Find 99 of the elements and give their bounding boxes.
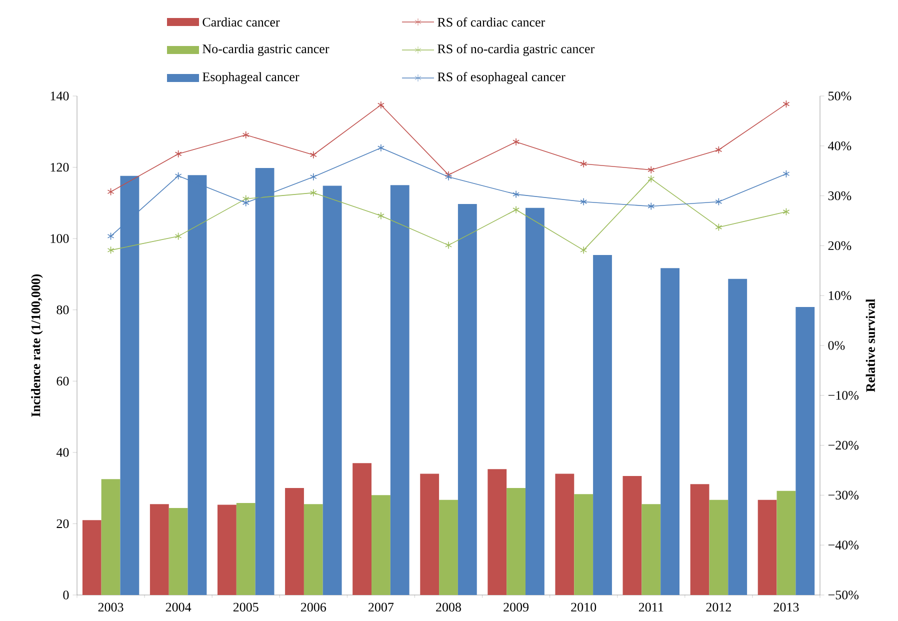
point — [715, 223, 722, 232]
bar — [642, 504, 661, 595]
point — [648, 166, 655, 174]
point — [174, 232, 182, 240]
y-axis-title: Incidence rate (1/100,000) — [31, 274, 43, 417]
y-tick-label: 60 — [56, 376, 69, 386]
bar — [593, 254, 612, 595]
point — [378, 101, 384, 109]
bar — [101, 479, 120, 595]
point — [310, 172, 317, 181]
legend-label: RS of no-cardia gastric cancer — [438, 44, 594, 56]
point — [648, 202, 655, 210]
y-tick-label: 80 — [56, 305, 69, 314]
y-tick-label: 0 — [63, 590, 69, 600]
y2-tick-label: 40% — [828, 141, 852, 150]
y2-tick-label: 0% — [828, 341, 845, 350]
point — [310, 150, 317, 159]
x-tick-label: 2008 — [436, 602, 462, 612]
bar — [526, 208, 544, 595]
point — [512, 206, 520, 214]
x-tick-label: 2011 — [638, 602, 664, 612]
bar — [150, 504, 169, 595]
y2-tick-label: 30% — [828, 191, 852, 200]
point — [648, 174, 655, 183]
bar — [82, 520, 102, 595]
bar — [796, 306, 815, 595]
point — [715, 198, 722, 206]
point — [242, 131, 250, 139]
point — [445, 241, 452, 250]
x-tick-label: 2009 — [504, 602, 529, 612]
bar — [690, 484, 710, 595]
bar — [420, 474, 440, 595]
bar — [660, 268, 680, 595]
point — [782, 100, 790, 108]
x-tick-label: 2007 — [368, 602, 394, 612]
bar — [709, 500, 728, 595]
y2-tick-label: −30% — [828, 490, 859, 500]
x-tick-label: 2012 — [706, 602, 731, 612]
bar — [458, 204, 477, 595]
bar — [776, 490, 796, 595]
x-tick-label: 2005 — [233, 602, 258, 612]
x-tick-label: 2003 — [98, 602, 124, 612]
bar — [555, 474, 574, 595]
point — [782, 208, 790, 216]
legend-label: No-cardia gastric cancer — [202, 44, 330, 56]
point — [107, 232, 114, 240]
y2-tick-label: 50% — [828, 92, 852, 100]
legend-label: Esophageal cancer — [202, 72, 300, 84]
bar — [488, 469, 507, 595]
point — [174, 150, 182, 158]
x-tick-label: 2004 — [166, 602, 192, 612]
point — [242, 194, 250, 203]
bar — [622, 476, 642, 595]
bar — [168, 508, 188, 595]
point — [378, 212, 384, 220]
point — [580, 160, 588, 168]
y2-axis-title: Relative survival — [866, 298, 875, 392]
point — [107, 188, 114, 196]
bar — [304, 504, 323, 595]
y2-tick-label: −20% — [828, 440, 859, 450]
y-tick-label: 100 — [50, 234, 69, 243]
y2-tick-label: −10% — [828, 390, 859, 400]
y-tick-label: 120 — [50, 162, 69, 172]
point — [310, 188, 317, 197]
point — [782, 170, 790, 178]
bar — [285, 488, 304, 595]
point — [512, 138, 520, 146]
y2-tick-label: 10% — [828, 291, 852, 300]
point — [512, 190, 520, 198]
bar — [372, 495, 390, 595]
y-tick-label: 40 — [56, 448, 69, 457]
point — [378, 144, 384, 152]
bar — [236, 503, 256, 595]
bar — [728, 278, 748, 595]
bar — [322, 186, 342, 595]
bar — [758, 500, 777, 595]
bar — [218, 504, 236, 595]
y-tick-label: 140 — [50, 92, 69, 100]
legend-label: RS of esophageal cancer — [438, 72, 566, 84]
bar — [439, 500, 458, 595]
y2-tick-label: 20% — [828, 241, 852, 250]
bar — [390, 185, 410, 595]
point — [715, 146, 722, 154]
bar — [506, 488, 526, 595]
point — [174, 172, 182, 180]
x-tick-label: 2010 — [571, 602, 596, 612]
point — [580, 198, 588, 206]
legend-label: RS of cardiac cancer — [438, 17, 546, 27]
x-tick-label: 2013 — [774, 602, 799, 612]
x-tick-label: 2006 — [300, 602, 326, 612]
point — [107, 246, 114, 254]
y2-tick-label: −40% — [828, 540, 859, 550]
point — [580, 246, 588, 254]
bar — [352, 463, 372, 595]
point — [242, 198, 250, 207]
bar — [574, 494, 594, 595]
legend-label: Cardiac cancer — [202, 17, 280, 27]
y2-tick-label: −50% — [828, 590, 859, 600]
y-tick-label: 20 — [56, 519, 69, 528]
